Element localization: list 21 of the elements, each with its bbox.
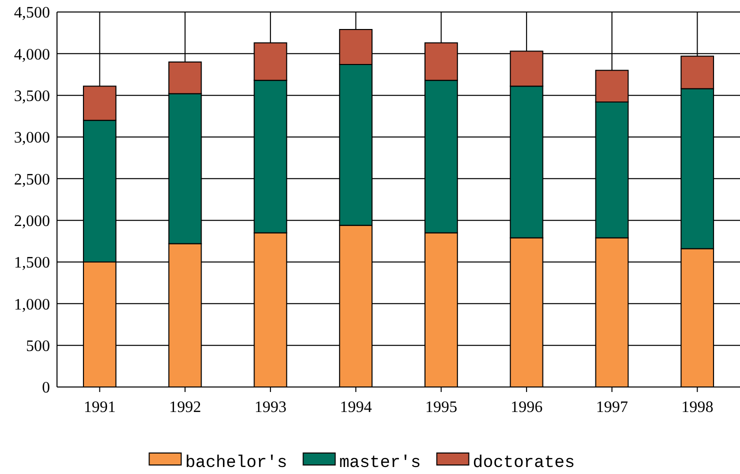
x-tick-label: 1994 — [340, 399, 372, 416]
y-tick-label: 2,000 — [14, 212, 50, 230]
legend-label: doctorates — [472, 454, 575, 473]
y-tick-label: 3,000 — [14, 130, 50, 147]
x-tick-label: 1997 — [596, 399, 628, 416]
x-tick-label: 1995 — [425, 399, 458, 416]
y-tick-label: 4,500 — [14, 4, 50, 22]
y-tick-label: 2,500 — [14, 171, 50, 188]
legend-label: bachelor's — [185, 454, 288, 473]
y-tick-label: 1,000 — [14, 296, 50, 314]
y-tick-label: 3,500 — [14, 88, 50, 105]
x-tick-label: 1996 — [510, 399, 543, 416]
x-tick-label: 1991 — [84, 399, 116, 416]
x-tick-label: 1998 — [681, 399, 714, 416]
x-tick-label: 1992 — [169, 399, 202, 416]
legend-label: master's — [339, 454, 421, 473]
x-tick-label: 1993 — [254, 399, 286, 416]
y-tick-label: 0 — [42, 380, 50, 397]
y-tick-label: 1,500 — [14, 254, 50, 272]
y-tick-label: 4,000 — [14, 46, 50, 64]
y-tick-label: 500 — [26, 338, 50, 355]
